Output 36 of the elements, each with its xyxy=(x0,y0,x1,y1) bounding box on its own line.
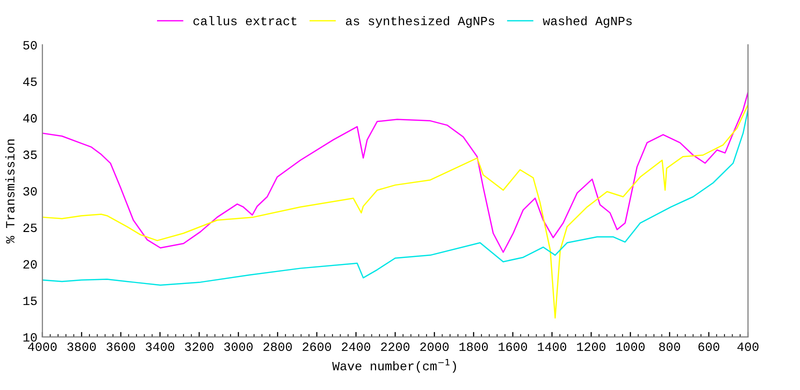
x-tick-label: 3200 xyxy=(184,342,214,352)
x-tick-label: 2000 xyxy=(420,342,449,352)
y-tick-label: 30 xyxy=(23,187,37,196)
x-axis-title: Wave number(cm$^{−1}$) xyxy=(332,359,456,373)
x-tick-label: 400 xyxy=(737,342,758,352)
x-tick-label: 1600 xyxy=(498,342,528,352)
line-series xyxy=(42,104,748,319)
y-tick-label: 50 xyxy=(23,41,37,50)
x-tick-label: 3400 xyxy=(146,342,174,352)
x-tick-label: 3000 xyxy=(224,342,253,352)
x-tick-label: 3600 xyxy=(106,342,136,352)
x-tick-label: 1000 xyxy=(616,342,645,352)
x-tick-label: 2200 xyxy=(381,342,410,352)
y-axis-title: % Transmission xyxy=(5,140,15,244)
y-tick-label: 45 xyxy=(23,78,37,86)
line-series xyxy=(42,109,748,286)
x-tick-label: 2800 xyxy=(263,342,292,352)
x-tick-label: 800 xyxy=(659,342,680,352)
y-tick-label: 25 xyxy=(23,224,37,232)
y-tick-label: 35 xyxy=(23,150,37,160)
x-tick-label: 1200 xyxy=(577,342,606,352)
y-tick-label: 20 xyxy=(23,260,37,269)
x-tick-label: 1800 xyxy=(460,342,488,352)
line-series xyxy=(42,92,748,253)
legend-label: callus extract xyxy=(193,16,296,26)
legend-label: as synthesized AgNPs xyxy=(346,16,494,28)
y-tick-label: 40 xyxy=(23,114,37,123)
y-tick-label: 15 xyxy=(23,296,37,306)
x-tick-label: 3800 xyxy=(67,342,96,352)
y-tick-label: 10 xyxy=(23,333,37,342)
x-tick-label: 4000 xyxy=(28,342,57,352)
x-tick-label: 600 xyxy=(698,342,720,352)
x-tick-label: 2600 xyxy=(302,342,332,352)
x-tick-label: 1400 xyxy=(538,342,566,352)
x-tick-label: 2400 xyxy=(342,342,370,352)
legend-label: washed AgNPs xyxy=(542,16,632,28)
